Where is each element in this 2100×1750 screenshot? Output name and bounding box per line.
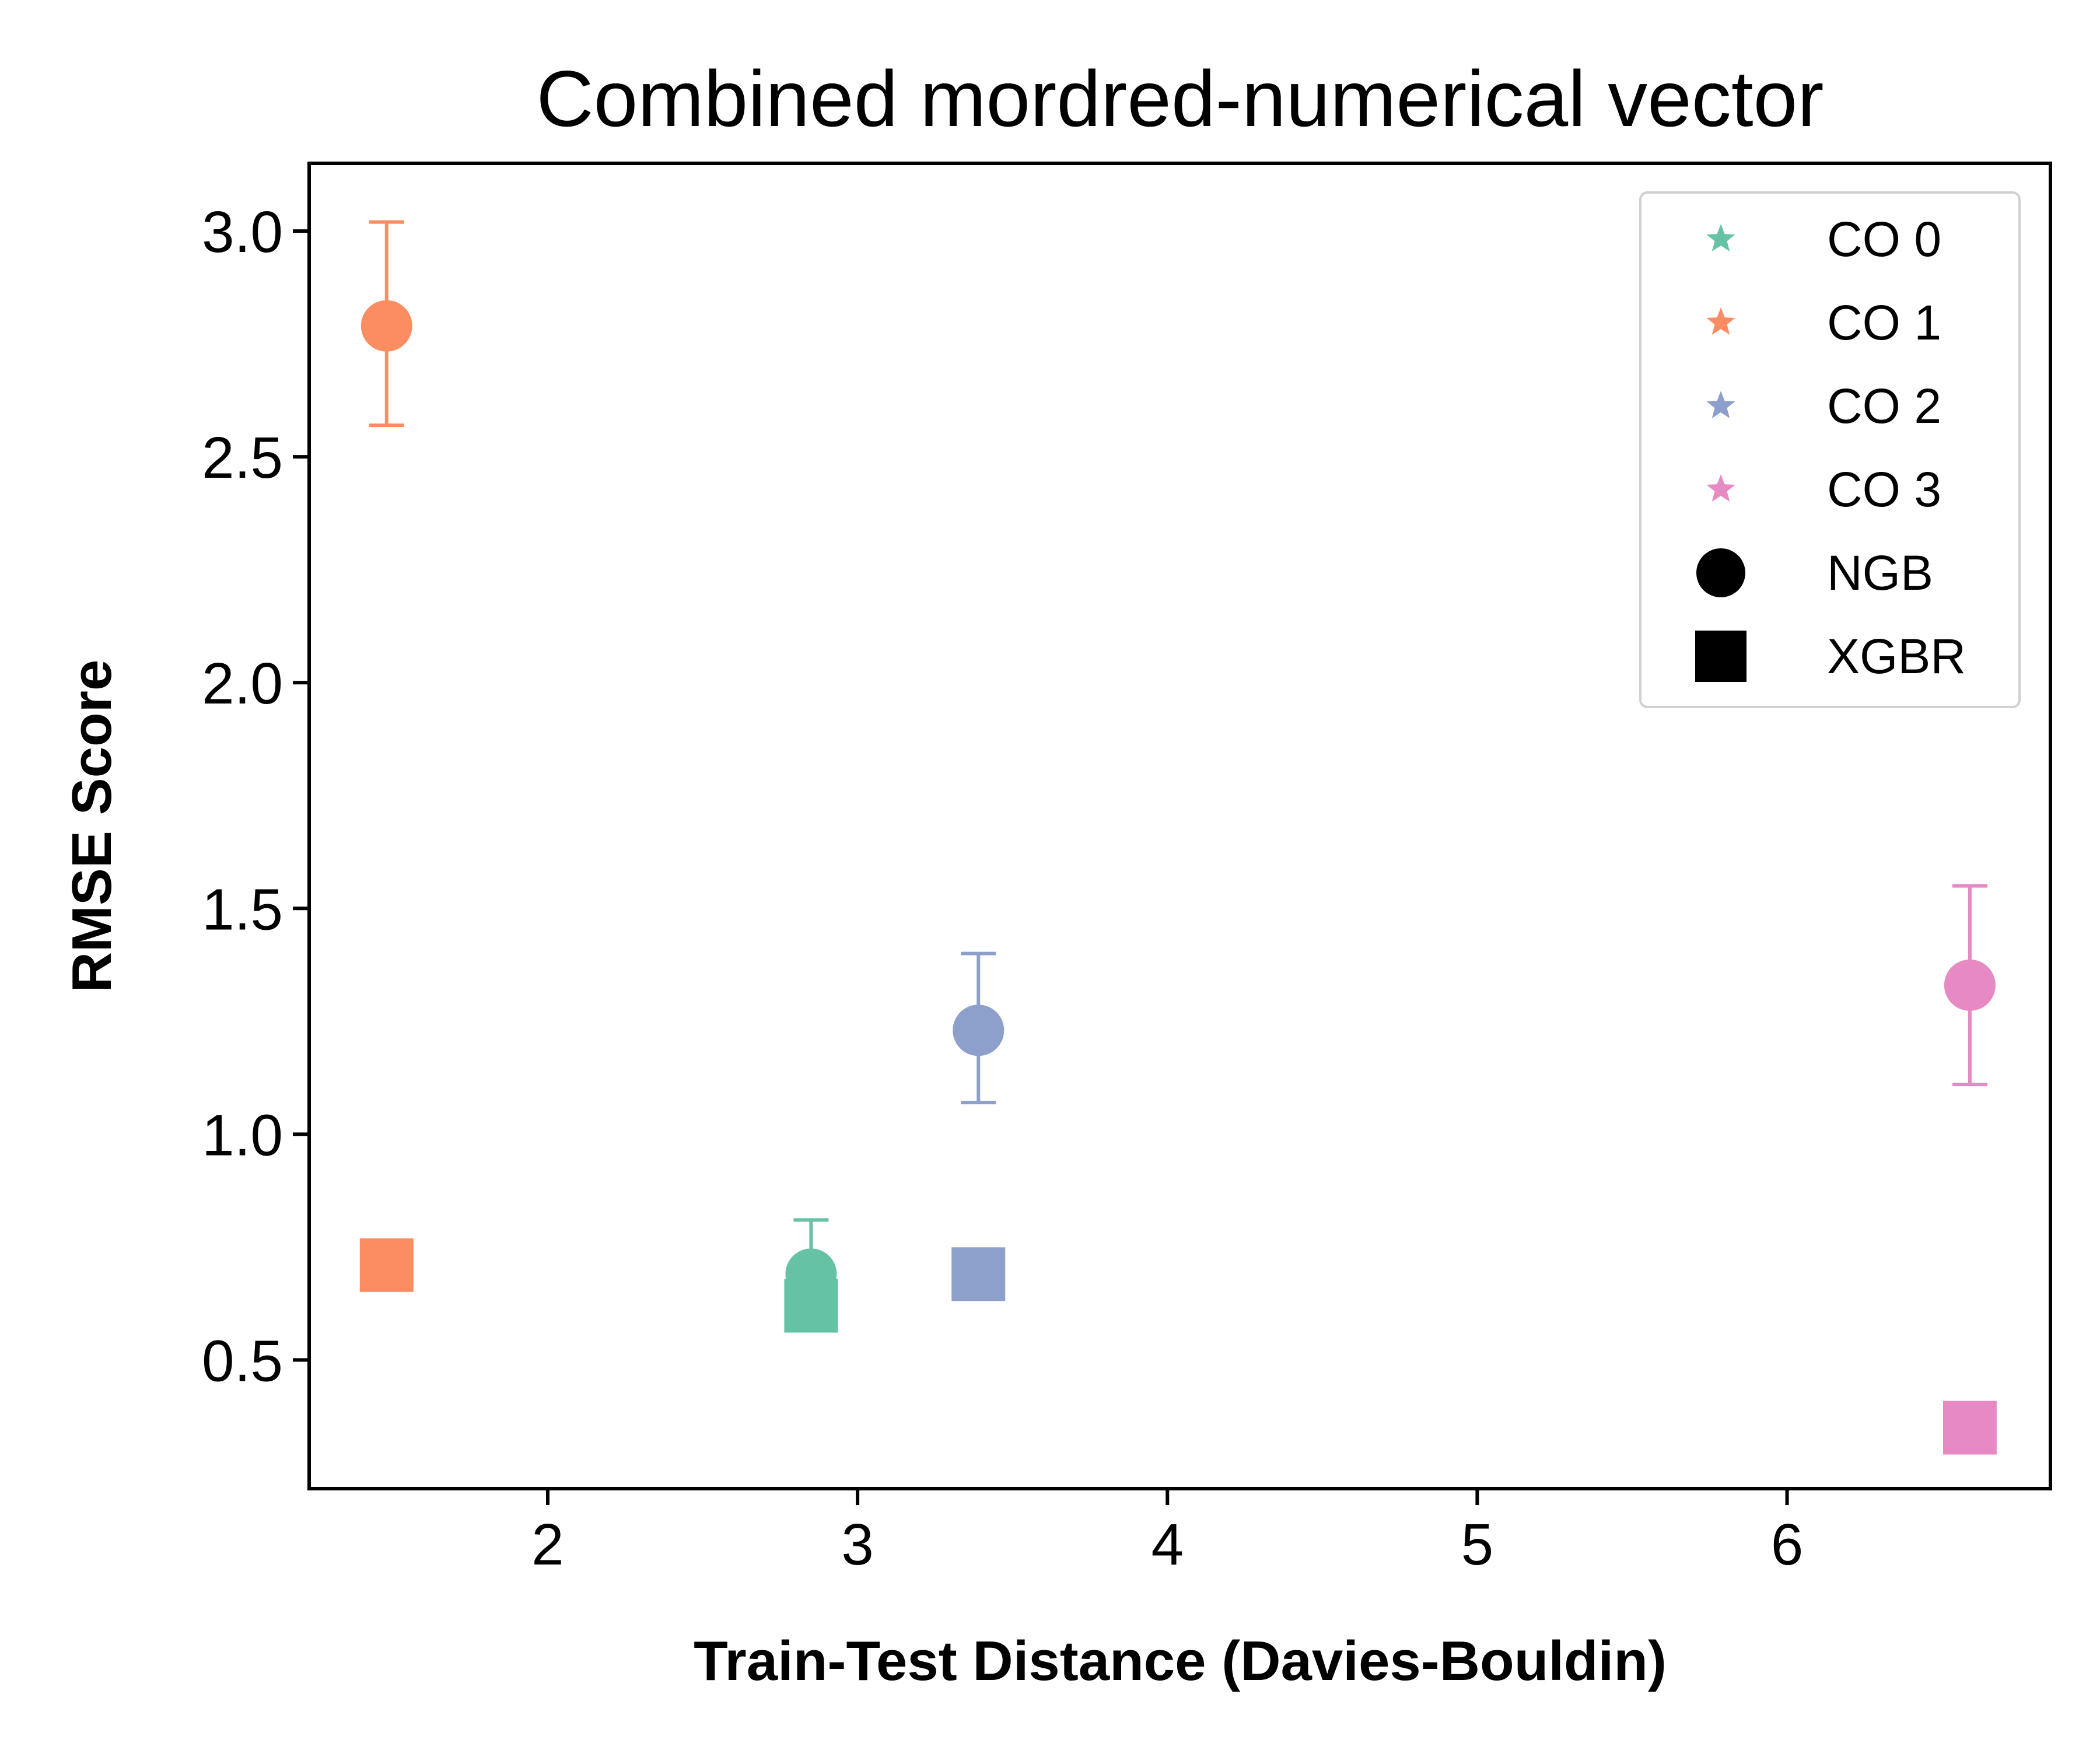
legend-label-co-1: CO 1 bbox=[1827, 295, 1941, 350]
x-tick-label: 2 bbox=[531, 1512, 564, 1577]
legend-star-icon-co-2 bbox=[1706, 391, 1735, 418]
legend-square-icon bbox=[1695, 631, 1746, 682]
chart-title: Combined mordred-numerical vector bbox=[536, 54, 1824, 143]
y-tick-label: 2.0 bbox=[202, 651, 283, 716]
y-axis-ticks: 0.5 1.0 1.5 2.0 2.5 3.0 bbox=[202, 200, 309, 1394]
legend-star-icon-co-1 bbox=[1706, 307, 1735, 335]
x-axis-ticks: 2 3 4 5 6 bbox=[531, 1489, 1803, 1577]
data-markers bbox=[359, 220, 1997, 1455]
xgbr-marker-co-1 bbox=[359, 1238, 414, 1292]
y-tick-label: 3.0 bbox=[202, 200, 283, 265]
x-tick-label: 3 bbox=[841, 1512, 874, 1577]
ngb-marker-co-0 bbox=[785, 1248, 837, 1300]
ngb-marker-co-2 bbox=[953, 1005, 1005, 1056]
legend-label-co-0: CO 0 bbox=[1827, 212, 1941, 267]
xgbr-marker-co-2 bbox=[951, 1247, 1006, 1301]
y-tick-label: 1.5 bbox=[202, 877, 283, 942]
y-axis-label: RMSE Score bbox=[61, 660, 123, 993]
y-tick-label: 2.5 bbox=[202, 425, 283, 491]
ngb-marker-co-1 bbox=[360, 300, 412, 352]
legend-label-xgbr: XGBR bbox=[1827, 629, 1966, 684]
x-tick-label: 4 bbox=[1151, 1512, 1184, 1577]
legend-circle-icon bbox=[1696, 548, 1745, 597]
x-axis-label: Train-Test Distance (Davies-Bouldin) bbox=[694, 1630, 1667, 1692]
plot-frame bbox=[307, 162, 2052, 1490]
legend-label-co-2: CO 2 bbox=[1827, 379, 1941, 433]
legend-star-icon-co-3 bbox=[1706, 474, 1735, 502]
x-tick-label: 6 bbox=[1771, 1512, 1804, 1577]
y-tick-label: 0.5 bbox=[202, 1328, 283, 1394]
plot-area: 2 3 4 5 6 0.5 1.0 1.5 2.0 2.5 3.0 bbox=[202, 162, 2052, 1577]
y-tick-label: 1.0 bbox=[202, 1102, 283, 1168]
xgbr-marker-co-3 bbox=[1943, 1401, 1997, 1455]
ngb-marker-co-3 bbox=[1944, 959, 1996, 1011]
legend-label-ngb: NGB bbox=[1827, 545, 1933, 600]
legend-star-icon-co-0 bbox=[1706, 224, 1735, 251]
x-tick-label: 5 bbox=[1461, 1512, 1494, 1577]
legend: CO 0 CO 1 CO 2 CO 3 NGB XGBR bbox=[1639, 191, 2021, 708]
legend-label-co-3: CO 3 bbox=[1827, 462, 1941, 517]
